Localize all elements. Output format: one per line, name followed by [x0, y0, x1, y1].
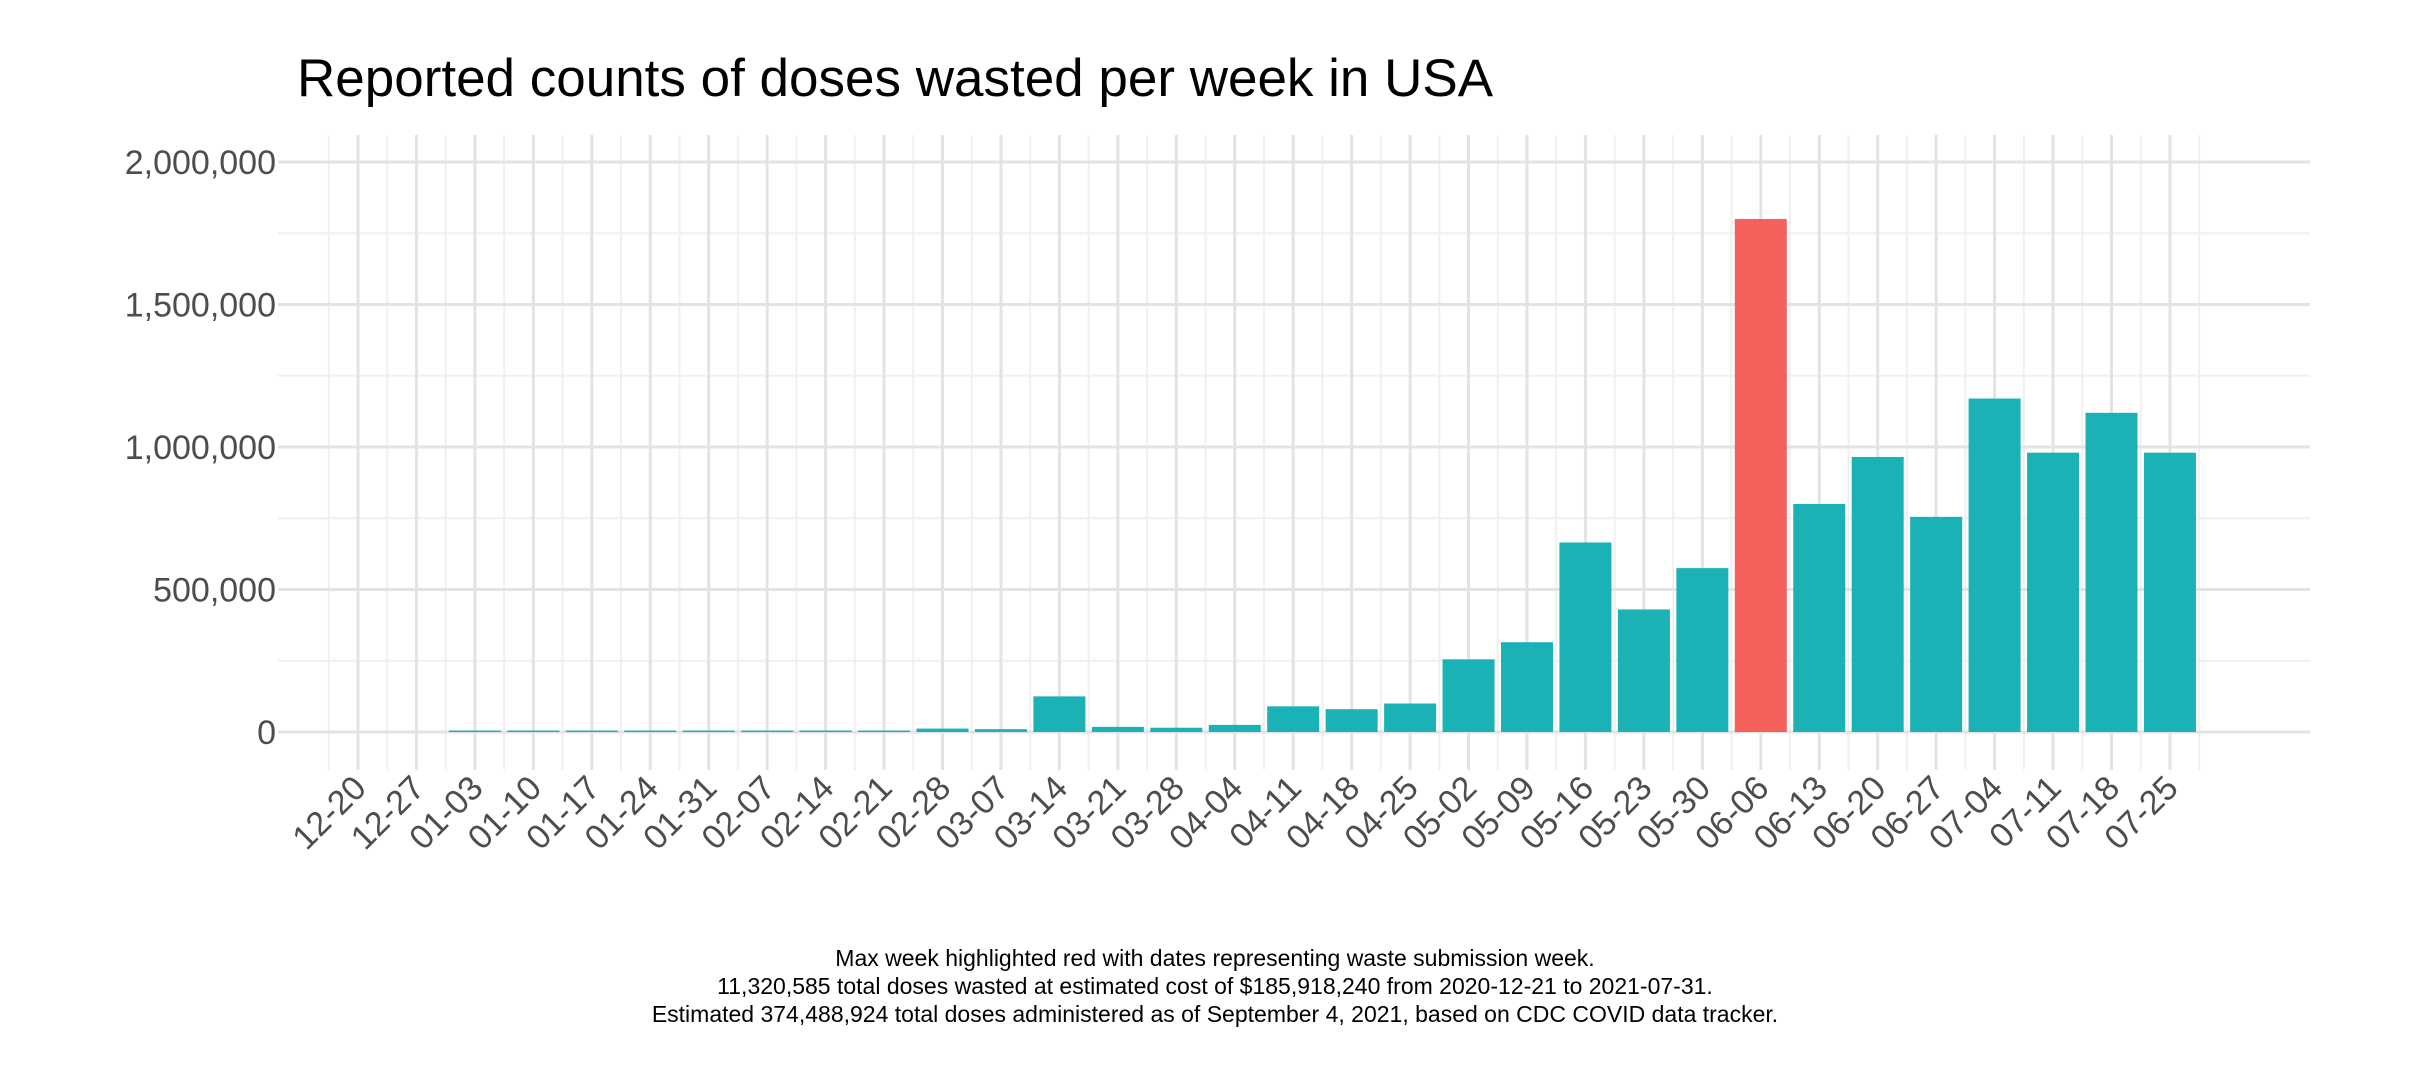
bar-01-10: [507, 730, 560, 732]
bar-06-13: [1793, 504, 1846, 732]
bar-02-28: [916, 728, 969, 732]
y-tick-label: 1,500,000: [125, 287, 276, 325]
bar-05-30: [1676, 568, 1729, 732]
chart-caption: Max week highlighted red with dates repr…: [0, 944, 2430, 1028]
bar-05-23: [1617, 609, 1670, 732]
bar-06-27: [1910, 516, 1963, 732]
bar-03-21: [1091, 726, 1144, 732]
bar-01-24: [624, 730, 677, 732]
bar-03-07: [974, 729, 1027, 732]
bar-04-11: [1267, 706, 1320, 732]
bar-03-28: [1150, 727, 1203, 732]
bar-07-18: [2085, 412, 2138, 732]
bar-03-14: [1033, 696, 1086, 732]
caption-line: Estimated 374,488,924 total doses admini…: [651, 1001, 1779, 1027]
caption-line: 11,320,585 total doses wasted at estimat…: [717, 973, 1713, 999]
bar-02-07: [741, 730, 794, 732]
bar-05-09: [1501, 642, 1553, 732]
bar-04-04: [1208, 724, 1261, 732]
y-tick-label: 1,000,000: [125, 429, 276, 467]
caption-line: Max week highlighted red with dates repr…: [835, 945, 1595, 971]
bar-07-04: [1968, 398, 2021, 732]
bar-04-18: [1325, 709, 1378, 732]
bar-05-16: [1559, 542, 1612, 732]
y-tick-label: 500,000: [153, 572, 276, 610]
bars: [448, 219, 2196, 732]
bar-02-21: [858, 730, 911, 732]
bar-04-25: [1384, 703, 1437, 732]
bar-01-03: [448, 730, 501, 732]
chart-title: Reported counts of doses wasted per week…: [297, 49, 1494, 108]
x-axis-ticks: 12-2012-2701-0301-1001-1701-2401-3102-07…: [285, 769, 2185, 857]
y-tick-label: 2,000,000: [125, 144, 276, 182]
bar-07-11: [2027, 452, 2080, 732]
bar-02-14: [799, 730, 852, 732]
bar-05-02: [1442, 659, 1495, 732]
bar-01-17: [565, 730, 618, 732]
bar-06-20: [1851, 456, 1904, 732]
grid-lines: [278, 135, 2310, 770]
bar-01-31: [682, 730, 735, 732]
y-tick-label: 0: [257, 714, 276, 752]
y-axis-ticks: 0 500,000 1,000,000 1,500,000 2,000,000: [125, 144, 276, 752]
bar-07-25: [2143, 452, 2196, 732]
bar-06-06: [1734, 219, 1787, 732]
